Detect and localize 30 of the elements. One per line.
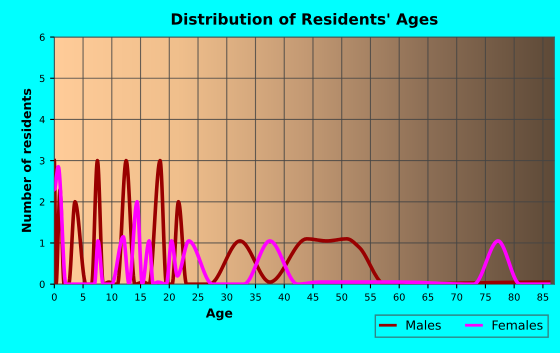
y-tick-label: 2 bbox=[40, 198, 44, 206]
x-tick-label: 0 bbox=[52, 293, 57, 301]
x-tick-label: 20 bbox=[164, 293, 175, 301]
y-axis-title: Number of residents bbox=[21, 88, 32, 232]
x-tick-label: 65 bbox=[422, 293, 434, 301]
x-tick-label: 5 bbox=[80, 293, 86, 301]
chart-title: Distribution of Residents' Ages bbox=[172, 12, 438, 28]
x-tick-label: 10 bbox=[106, 293, 118, 301]
x-tick-label: 35 bbox=[250, 293, 261, 301]
x-tick-label: 30 bbox=[221, 293, 232, 301]
y-tick-label: 1 bbox=[40, 240, 44, 247]
legend-label: Females bbox=[492, 320, 543, 330]
x-tick-label: 55 bbox=[365, 293, 376, 301]
y-tick-label: 4 bbox=[40, 116, 45, 124]
x-tick-label: 60 bbox=[394, 293, 405, 301]
x-tick-label: 80 bbox=[508, 293, 520, 301]
y-tick-label: 6 bbox=[40, 34, 45, 41]
x-axis-title: Age bbox=[206, 308, 232, 320]
x-tick-label: 70 bbox=[451, 293, 462, 301]
legend-label: Males bbox=[406, 320, 441, 330]
x-tick-label: 15 bbox=[135, 293, 146, 301]
x-tick-label: 45 bbox=[307, 293, 318, 301]
x-tick-label: 25 bbox=[192, 293, 204, 301]
y-tick-label: 5 bbox=[40, 74, 44, 82]
x-tick-label: 50 bbox=[336, 293, 348, 301]
y-tick-label: 3 bbox=[40, 157, 45, 164]
x-tick-label: 85 bbox=[537, 293, 548, 301]
y-tick-label: 0 bbox=[40, 280, 45, 288]
x-tick-label: 75 bbox=[480, 293, 491, 301]
x-tick-label: 40 bbox=[278, 293, 290, 301]
